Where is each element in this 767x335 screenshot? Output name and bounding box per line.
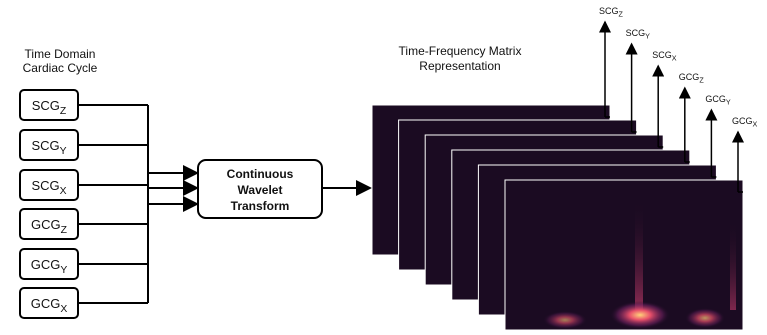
- hotspot: [610, 301, 670, 329]
- stack-label-sub: Z: [619, 10, 624, 19]
- signal-label-base: SCG: [31, 138, 59, 153]
- transform-label: Transform: [231, 199, 290, 213]
- signal-label-base: SCG: [32, 98, 60, 113]
- spike: [730, 220, 736, 310]
- signal-label-base: GCG: [31, 217, 61, 232]
- transform-label: Continuous: [227, 167, 294, 181]
- transform-label: Wavelet: [238, 183, 283, 197]
- signal-label-sub: Y: [60, 146, 67, 157]
- signal-label-sub: Z: [60, 106, 67, 117]
- signal-label-sub: X: [60, 186, 67, 197]
- stack-label-base: SCG: [652, 50, 672, 60]
- signal-label-sub: X: [60, 304, 67, 315]
- stack-label-sub: Y: [726, 98, 731, 107]
- hotspot: [685, 308, 725, 328]
- stack-label: GCGY: [705, 94, 731, 107]
- spike: [635, 200, 643, 310]
- stack-label: SCGZ: [599, 6, 624, 19]
- hotspot: [543, 311, 587, 329]
- tf-matrix: [505, 180, 743, 330]
- diagram: Time DomainCardiac CycleSCGZSCGYSCGXGCGZ…: [0, 0, 767, 335]
- stack-label-sub: Y: [645, 32, 650, 41]
- stack-label: GCGZ: [679, 72, 705, 85]
- input-title: Cardiac Cycle: [23, 61, 98, 75]
- stack-label-sub: Z: [699, 76, 704, 85]
- stack-label-base: GCG: [679, 72, 700, 82]
- signal-label-base: GCG: [31, 296, 61, 311]
- stack-label-sub: X: [753, 120, 758, 129]
- stack-label-base: GCG: [732, 116, 753, 126]
- signal-label-base: SCG: [31, 178, 59, 193]
- stack-label: SCGX: [652, 50, 677, 63]
- stack-label-base: SCG: [626, 28, 646, 38]
- stack-label-sub: X: [672, 54, 677, 63]
- stack-label: GCGX: [732, 116, 758, 129]
- stack-label-base: GCG: [705, 94, 726, 104]
- output-title: Time-Frequency Matrix: [399, 44, 522, 58]
- output-title: Representation: [419, 59, 500, 73]
- signal-label-base: GCG: [31, 257, 61, 272]
- input-title: Time Domain: [25, 47, 96, 61]
- signal-label-sub: Y: [60, 265, 67, 276]
- stack-label-base: SCG: [599, 6, 619, 16]
- stack-label: SCGY: [626, 28, 651, 41]
- signal-label-sub: Z: [61, 225, 68, 236]
